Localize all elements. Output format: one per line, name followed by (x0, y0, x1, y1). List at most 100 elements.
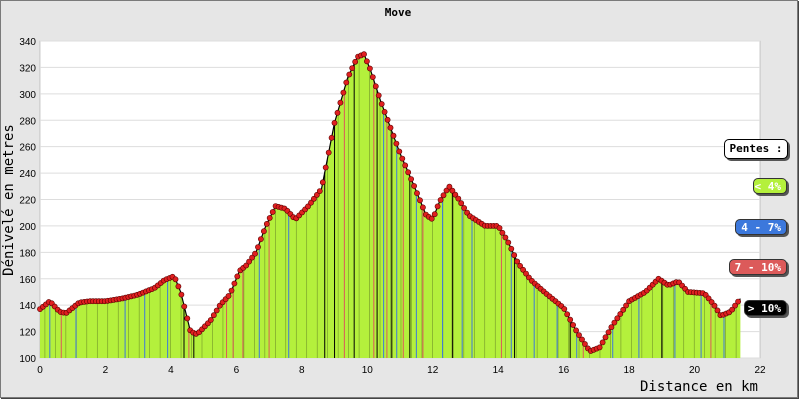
elevation-marker (334, 109, 341, 116)
x-tick-label: 10 (362, 365, 374, 376)
elevation-marker (305, 203, 311, 210)
elevation-marker (225, 293, 232, 299)
elevation-marker (729, 306, 736, 313)
x-tick-label: 18 (624, 365, 636, 376)
elevation-marker (393, 140, 400, 147)
elevation-marker (508, 245, 515, 252)
elevation-marker (620, 306, 627, 313)
x-tick-labels: 0 2 4 6 8 10 12 14 16 18 20 22 (37, 365, 766, 376)
elevation-marker (390, 132, 397, 139)
elevation-marker (228, 287, 235, 294)
x-tick-label: 22 (754, 365, 766, 376)
x-tick-label: 8 (299, 365, 305, 376)
y-tick-label: 280 (19, 116, 36, 127)
y-axis-label: Dénivelé en metres (1, 124, 17, 276)
elevation-marker (252, 250, 258, 257)
x-tick-label: 0 (37, 365, 43, 376)
elevation-marker (269, 209, 276, 215)
elevation-marker (340, 89, 347, 96)
elevation-marker (437, 197, 444, 203)
elevation-marker (496, 225, 503, 231)
elevation-marker (325, 149, 332, 156)
elevation-marker (434, 203, 441, 210)
elevation-marker (313, 191, 320, 198)
elevation-marker (576, 332, 582, 338)
y-tick-label: 180 (19, 248, 36, 259)
elevation-marker (599, 339, 606, 346)
elevation-marker (431, 211, 438, 218)
elevation-marker (617, 311, 624, 317)
elevation-marker (328, 134, 335, 141)
y-tick-label: 320 (19, 63, 36, 74)
legend-item-lt4: < 4% (753, 178, 787, 194)
elevation-marker (511, 252, 518, 259)
elevation-marker (570, 322, 576, 328)
elevation-marker (243, 262, 250, 269)
elevation-marker (308, 199, 314, 206)
elevation-marker (411, 183, 417, 189)
x-axis-label: Distance en km (640, 379, 758, 395)
elevation-marker (387, 124, 394, 131)
elevation-marker (381, 109, 388, 115)
elevation-marker (249, 254, 255, 261)
elevation-marker (523, 270, 529, 277)
y-tick-label: 100 (19, 354, 36, 365)
elevation-marker (414, 190, 420, 197)
elevation-marker (231, 280, 238, 287)
x-tick-label: 20 (689, 365, 701, 376)
elevation-marker (378, 101, 385, 107)
elevation-marker (605, 329, 612, 336)
elevation-marker (343, 79, 350, 86)
elevation-area (40, 54, 741, 358)
elevation-marker (384, 116, 391, 123)
elevation-marker (449, 187, 456, 194)
elevation-marker (608, 324, 615, 331)
elevation-marker (210, 312, 217, 319)
elevation-marker (322, 164, 329, 171)
x-tick-label: 16 (558, 365, 570, 376)
legend-item-7-10: 7 - 10% (729, 259, 787, 275)
elevation-marker (579, 336, 585, 343)
elevation-marker (623, 302, 629, 309)
x-tick-label: 4 (168, 365, 174, 376)
elevation-marker (499, 229, 506, 236)
y-tick-label: 260 (19, 143, 36, 154)
elevation-marker (319, 179, 326, 186)
elevation-marker (711, 302, 718, 309)
elevation-marker (316, 188, 323, 194)
x-tick-label: 2 (103, 365, 109, 376)
elevation-marker (461, 205, 467, 211)
elevation-marker (408, 176, 414, 182)
elevation-marker (263, 220, 270, 227)
y-tick-label: 220 (19, 196, 36, 207)
elevation-marker (361, 51, 367, 58)
elevation-marker (517, 262, 523, 269)
elevation-fill (40, 54, 741, 358)
elevation-marker (440, 192, 447, 199)
elevation-marker (363, 58, 370, 65)
elevation-marker (405, 169, 412, 176)
legend-item-gt10: > 10% (744, 300, 787, 316)
slope-lines (44, 56, 737, 358)
elevation-marker (246, 258, 252, 265)
elevation-marker (502, 234, 509, 241)
elevation-marker (255, 244, 261, 250)
elevation-marker (234, 273, 241, 280)
elevation-marker (443, 187, 450, 194)
elevation-marker (573, 327, 579, 334)
elevation-marker (458, 200, 465, 207)
elevation-marker (213, 307, 220, 314)
elevation-marker (446, 183, 453, 190)
elevation-marker (402, 162, 409, 169)
elevation-marker (452, 191, 459, 198)
legend-item-4-7: 4 - 7% (735, 219, 787, 235)
elevation-marker (567, 316, 574, 323)
elevation-marker (207, 317, 214, 323)
elevation-marker (310, 195, 317, 202)
y-tick-label: 340 (19, 37, 36, 48)
elevation-marker (611, 319, 618, 326)
elevation-marker (505, 239, 512, 246)
y-tick-label: 120 (19, 328, 36, 339)
elevation-marker (266, 215, 273, 221)
